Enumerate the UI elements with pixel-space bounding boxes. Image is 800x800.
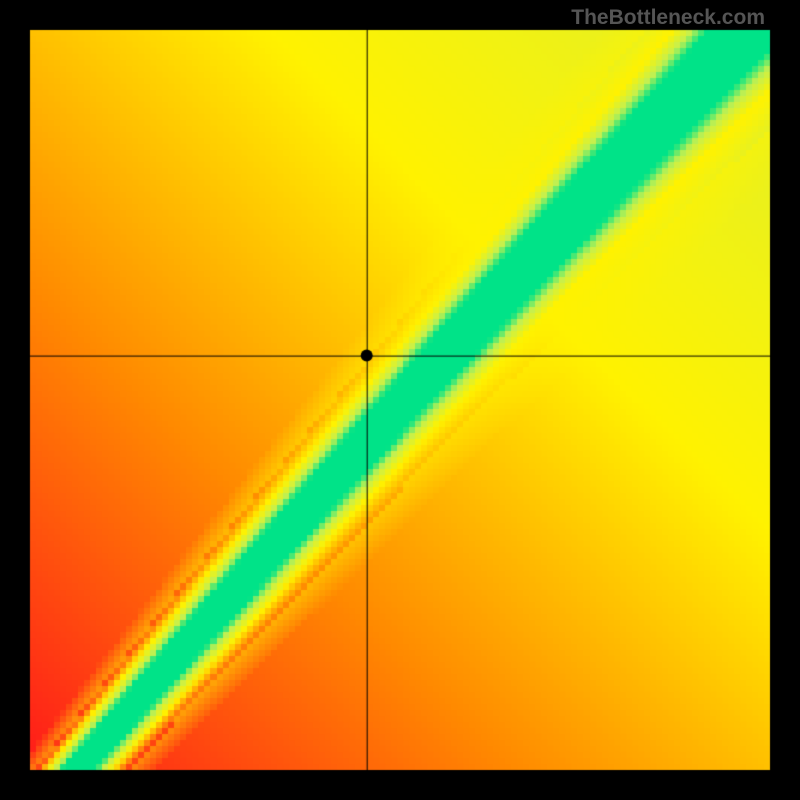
heatmap-canvas xyxy=(0,0,800,800)
watermark-text: TheBottleneck.com xyxy=(571,6,765,30)
chart-container: TheBottleneck.com xyxy=(0,0,800,800)
